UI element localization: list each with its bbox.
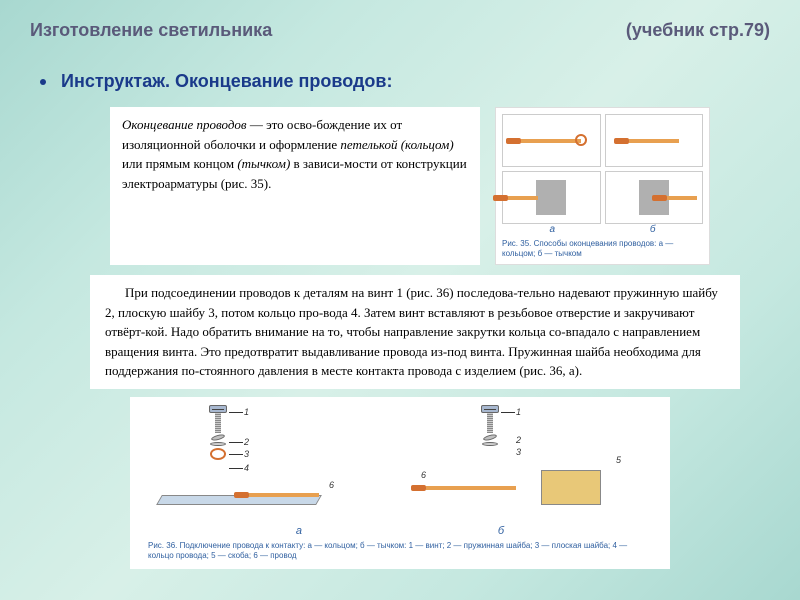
spring-washer-b-icon <box>483 433 498 441</box>
leader-6a: 6 <box>329 480 334 490</box>
wire-lead-a <box>249 493 319 497</box>
fig36-caption: Рис. 36. Подключение провода к контакту:… <box>138 541 662 562</box>
wire-loop-a-icon <box>210 448 226 460</box>
leader-1a: 1 <box>244 407 249 417</box>
title-left: Изготовление светильника <box>30 20 272 41</box>
subtitle-text: Инструктаж. Оконцевание проводов: <box>61 71 392 91</box>
terminal-block-a <box>536 180 566 215</box>
definition-textbox: Оконцевание проводов — это осво-бождение… <box>110 107 480 265</box>
fig35-cell-b-top <box>605 114 704 167</box>
fig35-cell-a-top <box>502 114 601 167</box>
wire-to-terminal-a <box>508 196 538 200</box>
leader-line-4a <box>229 468 243 469</box>
spring-washer-icon <box>211 433 226 441</box>
term-italic-2: петелькой (кольцом) <box>340 137 453 152</box>
leader-line-1b <box>501 412 515 413</box>
fig35-ab-labels: а б <box>502 224 703 235</box>
screw-stack-b <box>481 405 499 448</box>
fig35-cell-a-bottom <box>502 171 601 224</box>
term-italic: Оконцевание проводов <box>122 117 247 132</box>
screw-stack-a <box>209 405 227 462</box>
wire-with-loop <box>521 139 581 143</box>
screw-head-b-icon <box>481 405 499 413</box>
screw-head-icon <box>209 405 227 413</box>
fig35-cell-b-bottom <box>605 171 704 224</box>
flat-washer-b-icon <box>482 442 498 446</box>
leader-2a: 2 <box>244 437 249 447</box>
fig36-diagram: 1 2 3 4 6 1 <box>138 405 662 525</box>
slide-container: Изготовление светильника (учебник стр.79… <box>0 0 800 600</box>
definition-paragraph: Оконцевание проводов — это осво-бождение… <box>122 115 468 193</box>
term-italic-3: (тычком) <box>237 156 290 171</box>
leader-3a: 3 <box>244 449 249 459</box>
leader-4a: 4 <box>244 463 249 473</box>
assembly-b: 1 2 3 5 6 <box>421 405 641 515</box>
screw-shaft-icon <box>215 413 221 433</box>
bullet-icon <box>40 79 46 85</box>
fig35-label-a: а <box>549 224 555 235</box>
leader-2b: 2 <box>516 435 521 445</box>
wire-loop-icon <box>575 134 587 146</box>
fig36-label-a: а <box>296 525 302 537</box>
screw-shaft-b-icon <box>487 413 493 433</box>
assembly-a: 1 2 3 4 6 <box>159 405 379 515</box>
figure-36: 1 2 3 4 6 1 <box>130 397 670 570</box>
leader-3b: 3 <box>516 447 521 457</box>
leader-line-2a <box>229 442 243 443</box>
leader-6b: 6 <box>421 470 426 480</box>
fig36-ab-labels: а б <box>138 525 662 537</box>
flat-washer-icon <box>210 442 226 446</box>
procedure-paragraph: При подсоединении проводов к деталям на … <box>105 283 725 381</box>
bracket-block <box>541 470 601 505</box>
wire-lead-b <box>426 486 516 490</box>
procedure-textbox: При подсоединении проводов к деталям на … <box>90 275 740 389</box>
leader-5b: 5 <box>616 455 621 465</box>
fig35-diagram <box>502 114 703 224</box>
title-right: (учебник стр.79) <box>626 20 770 41</box>
def-text-2: или прямым концом <box>122 156 237 171</box>
fig36-label-b: б <box>498 525 504 537</box>
fig35-caption: Рис. 35. Способы оконцевания проводов: а… <box>502 239 703 258</box>
title-row: Изготовление светильника (учебник стр.79… <box>30 20 770 41</box>
figure-35: а б Рис. 35. Способы оконцевания проводо… <box>495 107 710 265</box>
leader-line-1a <box>229 412 243 413</box>
leader-line-3a <box>229 454 243 455</box>
subtitle-row: Инструктаж. Оконцевание проводов: <box>40 71 770 92</box>
wire-to-terminal-b <box>667 196 697 200</box>
leader-1b: 1 <box>516 407 521 417</box>
fig35-label-b: б <box>650 224 656 235</box>
wire-straight <box>629 139 679 143</box>
content-row-1: Оконцевание проводов — это осво-бождение… <box>30 107 770 265</box>
